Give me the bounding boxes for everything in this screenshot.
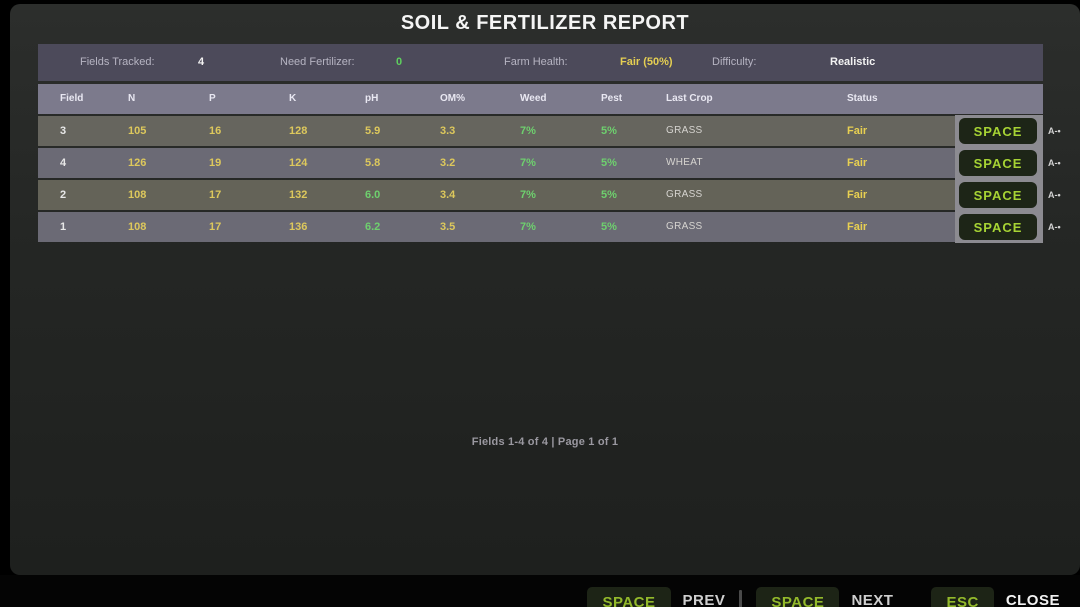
difficulty-label: Difficulty: — [712, 56, 757, 68]
cell-om: 3.4 — [440, 189, 456, 201]
cell-pest: 5% — [601, 221, 617, 233]
esc-key-button[interactable]: ESC — [931, 587, 994, 607]
cell-last-crop: GRASS — [666, 189, 703, 200]
cell-ph: 6.2 — [365, 221, 381, 233]
fields-tracked-label: Fields Tracked: — [80, 56, 155, 68]
table-row: 4 126 19 124 5.8 3.2 7% 5% WHEAT Fair SP… — [38, 147, 1043, 179]
key-hint-glyph: A-• — [1048, 158, 1061, 168]
action-cell: SPACE — [955, 147, 1043, 179]
cell-p: 16 — [209, 125, 222, 137]
cell-n: 126 — [128, 157, 147, 169]
table-header: Field N P K pH OM% Weed Pest Last Crop S… — [38, 84, 1043, 114]
bottom-key-bar: SPACE PREV SPACE NEXT ESC CLOSE — [0, 575, 1080, 607]
cell-om: 3.3 — [440, 125, 456, 137]
divider — [739, 590, 743, 607]
farm-health-label: Farm Health: — [504, 56, 568, 68]
fertilize-space-button[interactable]: SPACE — [959, 118, 1037, 144]
page-title: SOIL & FERTILIZER REPORT — [400, 12, 690, 34]
cell-status: Fair — [847, 125, 868, 137]
table-row: 1 108 17 136 6.2 3.5 7% 5% GRASS Fair SP… — [38, 211, 1043, 243]
cell-ph: 5.9 — [365, 125, 381, 137]
summary-bar: Fields Tracked: 4 Need Fertilizer: 0 Far… — [38, 44, 1043, 81]
cell-p: 17 — [209, 189, 222, 201]
header-n: N — [128, 93, 136, 104]
cell-field: 4 — [60, 157, 67, 169]
table-row: 2 108 17 132 6.0 3.4 7% 5% GRASS Fair SP… — [38, 179, 1043, 211]
farm-health-value: Fair (50%) — [620, 56, 673, 68]
cell-field: 2 — [60, 189, 67, 201]
cell-om: 3.5 — [440, 221, 456, 233]
fertilize-space-button[interactable]: SPACE — [959, 150, 1037, 176]
cell-pest: 5% — [601, 189, 617, 201]
close-label[interactable]: CLOSE — [1005, 592, 1060, 607]
header-status: Status — [847, 93, 878, 104]
cell-k: 136 — [289, 221, 308, 233]
next-label[interactable]: NEXT — [851, 592, 894, 607]
key-hint-glyph: A-• — [1048, 190, 1061, 200]
cell-n: 108 — [128, 189, 147, 201]
need-fertilizer-label: Need Fertilizer: — [280, 56, 355, 68]
header-pest: Pest — [601, 93, 623, 104]
header-p: P — [209, 93, 216, 104]
table-row: 3 105 16 128 5.9 3.3 7% 5% GRASS Fair SP… — [38, 115, 1043, 147]
header-om: OM% — [440, 93, 465, 104]
pagination-status: Fields 1-4 of 4 | Page 1 of 1 — [471, 436, 619, 448]
cell-weed: 7% — [520, 125, 536, 137]
difficulty-value: Realistic — [830, 56, 876, 68]
cell-k: 124 — [289, 157, 308, 169]
fertilize-space-button[interactable]: SPACE — [959, 214, 1037, 240]
header-k: K — [289, 93, 297, 104]
cell-last-crop: GRASS — [666, 221, 703, 232]
cell-last-crop: WHEAT — [666, 157, 703, 168]
cell-weed: 7% — [520, 189, 536, 201]
cell-ph: 6.0 — [365, 189, 381, 201]
header-ph: pH — [365, 93, 379, 104]
fields-tracked-value: 4 — [198, 56, 205, 68]
cell-k: 128 — [289, 125, 308, 137]
prev-space-key-button[interactable]: SPACE — [587, 587, 671, 607]
action-cell: SPACE — [955, 211, 1043, 243]
header-weed: Weed — [520, 93, 547, 104]
cell-status: Fair — [847, 221, 868, 233]
need-fertilizer-value: 0 — [396, 56, 403, 68]
cell-n: 105 — [128, 125, 147, 137]
cell-status: Fair — [847, 189, 868, 201]
cell-p: 19 — [209, 157, 222, 169]
action-cell: SPACE — [955, 179, 1043, 211]
cell-last-crop: GRASS — [666, 125, 703, 136]
cell-k: 132 — [289, 189, 308, 201]
cell-weed: 7% — [520, 157, 536, 169]
cell-status: Fair — [847, 157, 868, 169]
cell-pest: 5% — [601, 157, 617, 169]
key-hint-glyph: A-• — [1048, 126, 1061, 136]
action-cell: SPACE — [955, 115, 1043, 147]
report-panel: SOIL & FERTILIZER REPORT Fields Tracked:… — [10, 4, 1080, 575]
header-field: Field — [60, 93, 84, 104]
cell-ph: 5.8 — [365, 157, 381, 169]
next-space-key-button[interactable]: SPACE — [756, 587, 840, 607]
header-last-crop: Last Crop — [666, 93, 713, 104]
fertilize-space-button[interactable]: SPACE — [959, 182, 1037, 208]
cell-weed: 7% — [520, 221, 536, 233]
cell-pest: 5% — [601, 125, 617, 137]
cell-om: 3.2 — [440, 157, 456, 169]
cell-p: 17 — [209, 221, 222, 233]
cell-field: 1 — [60, 221, 67, 233]
key-hint-glyph: A-• — [1048, 222, 1061, 232]
prev-label[interactable]: PREV — [682, 592, 726, 607]
cell-field: 3 — [60, 125, 67, 137]
cell-n: 108 — [128, 221, 147, 233]
